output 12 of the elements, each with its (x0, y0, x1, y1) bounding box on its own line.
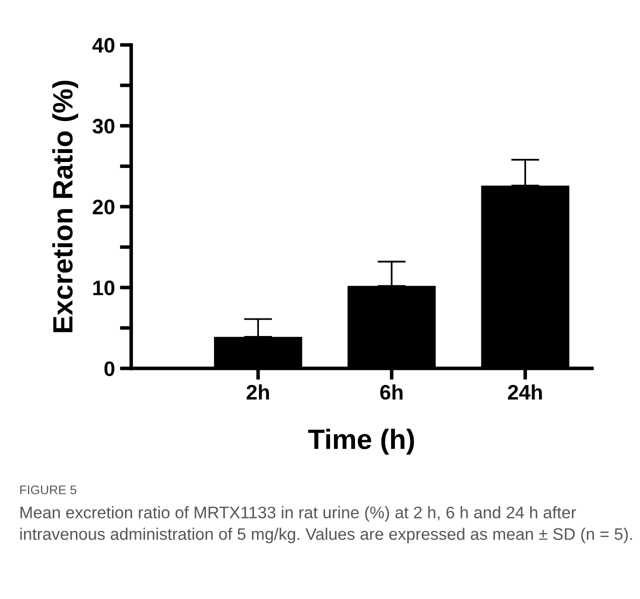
text: Mean excretion ratio of MRTX1133 in rat urine (%) at 2 h, 6 h and 24 h after intravenous administration of 5 mg/kg. Values are expressed as mean ± SD (n = 5). (20, 506, 632, 544)
caption: FIGURE 5 (20, 485, 76, 494)
y-tick-label: 30 (92, 118, 114, 134)
x-tick-label: 6h (380, 384, 403, 400)
y-tick-label: 0 (104, 361, 114, 376)
y-tick-label: 20 (92, 200, 114, 214)
x-tick-label: 2h (246, 384, 269, 400)
y-tick-label: 40 (92, 38, 114, 53)
x-tick-label: 24h (508, 384, 542, 400)
x-axis-title: Time (h) (308, 428, 414, 455)
y-tick-label: 10 (93, 280, 114, 296)
y-axis-title: Excretion Ratio (%) (52, 80, 78, 332)
